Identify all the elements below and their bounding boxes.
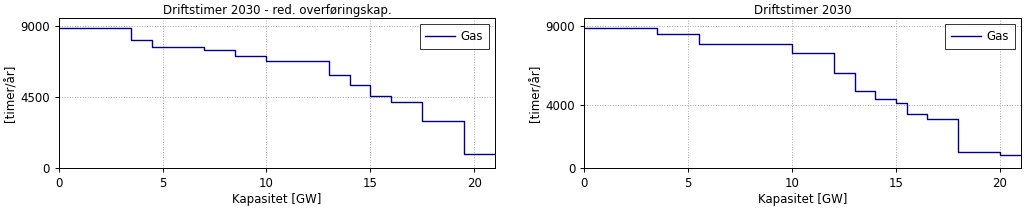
- Legend: Gas: Gas: [419, 24, 489, 49]
- Y-axis label: [timer/år]: [timer/år]: [4, 64, 17, 122]
- X-axis label: Kapasitet [GW]: Kapasitet [GW]: [757, 193, 848, 206]
- Title: Driftstimer 2030 - red. overføringskap.: Driftstimer 2030 - red. overføringskap.: [163, 4, 392, 17]
- Title: Driftstimer 2030: Driftstimer 2030: [753, 4, 852, 17]
- Y-axis label: [timer/år]: [timer/år]: [530, 64, 543, 122]
- X-axis label: Kapasitet [GW]: Kapasitet [GW]: [233, 193, 322, 206]
- Legend: Gas: Gas: [945, 24, 1015, 49]
